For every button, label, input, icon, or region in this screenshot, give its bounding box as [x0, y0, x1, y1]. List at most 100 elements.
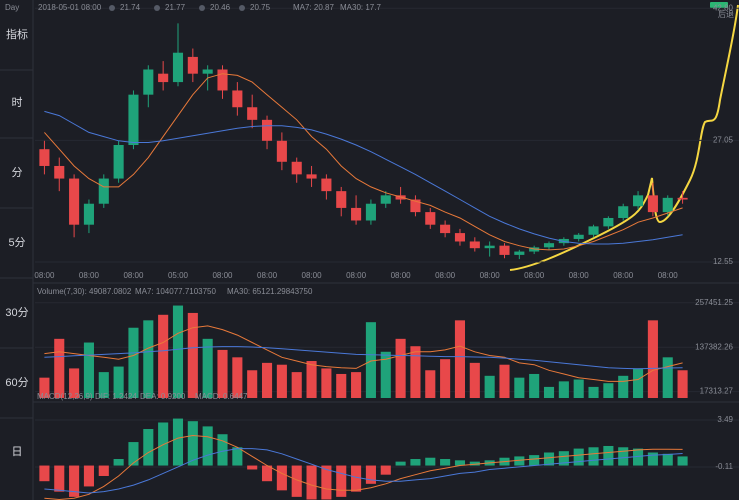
macd-bar	[454, 460, 466, 466]
macd-bar	[54, 465, 65, 492]
candle-body	[306, 174, 317, 179]
macd-bar	[128, 442, 139, 466]
macd-bar	[83, 465, 94, 487]
volume-bar	[172, 305, 184, 398]
header-icon	[154, 5, 160, 11]
candle-body	[603, 217, 614, 227]
macd-bar	[291, 465, 302, 497]
macd-bar	[603, 445, 614, 466]
candle-body	[128, 94, 139, 145]
macd-bar	[469, 461, 480, 466]
ma-line	[44, 346, 683, 370]
candle-body	[662, 197, 673, 213]
volume-bar	[395, 338, 406, 398]
y-tick-label: 12.55	[713, 257, 734, 266]
volume-bar	[647, 320, 658, 398]
macd-bar	[172, 418, 184, 466]
candle-body	[291, 161, 302, 175]
candle-body	[647, 195, 658, 213]
volume-bar	[232, 357, 243, 398]
candle-body	[469, 241, 480, 249]
candle-body	[39, 149, 50, 166]
x-tick-label: 08:00	[391, 271, 412, 280]
macd-bar	[440, 459, 451, 466]
sidebar-item[interactable]: 5分	[8, 236, 25, 249]
legend-entry: DEA: 0.9200	[140, 392, 186, 401]
candle-body	[69, 178, 80, 225]
volume-bar	[633, 368, 644, 398]
volume-bar	[336, 373, 347, 398]
macd-bar	[662, 453, 673, 466]
macd-bar	[647, 452, 658, 466]
x-tick-label: 08:00	[34, 271, 55, 280]
y-tick-label: -0.11	[715, 462, 733, 471]
ma-line	[44, 73, 683, 251]
volume-bar	[514, 377, 525, 398]
volume-bar	[261, 362, 273, 398]
legend-entry: MA7: 104077.7103750	[135, 287, 217, 296]
volume-bar	[306, 361, 317, 398]
x-tick-label: 08:00	[123, 271, 144, 280]
macd-bar	[633, 448, 644, 466]
candle-body	[217, 69, 228, 91]
macd-bar	[187, 421, 198, 466]
volume-bar	[618, 375, 629, 398]
sidebar-item[interactable]: 时	[12, 96, 23, 109]
candle-body	[351, 207, 362, 221]
header-info: 21.77	[165, 3, 186, 12]
macd-bar	[529, 455, 540, 466]
macd-bar	[276, 465, 287, 491]
candle-body	[573, 234, 584, 239]
candle-body	[633, 195, 644, 207]
volume-bar	[143, 320, 154, 398]
volume-bar	[425, 370, 436, 398]
macd-bar	[380, 465, 391, 475]
candle-body	[202, 69, 213, 74]
y-tick-label: 17313.27	[700, 387, 734, 396]
candle-body	[158, 73, 169, 83]
header-info: 20.46	[210, 3, 231, 12]
sidebar-item[interactable]: 日	[12, 446, 23, 458]
candle-body	[54, 165, 65, 179]
x-tick-label: 08:00	[302, 271, 323, 280]
x-tick-label: 08:00	[346, 271, 367, 280]
header-info: 20.75	[250, 3, 271, 12]
candle-body	[83, 203, 94, 225]
sidebar-item[interactable]: 分	[12, 166, 23, 179]
volume-bar	[158, 314, 169, 398]
macd-bar	[39, 465, 50, 482]
candle-body	[187, 56, 198, 74]
sidebar-item[interactable]: 指标	[6, 27, 28, 41]
header-icon	[239, 5, 245, 11]
legend-entry: MA7: 20.87	[293, 3, 334, 12]
hand-drawn-annotation	[509, 4, 739, 271]
sidebar-item[interactable]: 30分	[5, 306, 28, 319]
candle-body	[336, 191, 347, 208]
macd-bar	[351, 465, 362, 492]
volume-bar	[558, 381, 569, 398]
x-tick-label: 08:00	[524, 271, 545, 280]
y-tick-label: 137382.26	[695, 342, 733, 351]
volume-bar	[529, 373, 540, 398]
volume-bar	[291, 372, 302, 398]
candle-body	[514, 251, 525, 255]
macd-bar	[247, 465, 258, 470]
volume-bar	[380, 351, 391, 398]
candle-body	[172, 52, 184, 83]
macd-bar	[232, 447, 243, 466]
candle-body	[365, 203, 376, 221]
macd-bar	[143, 429, 154, 466]
header-info: Day	[5, 3, 19, 12]
header-button[interactable]: 后退	[718, 9, 734, 19]
sidebar-item[interactable]: 60分	[5, 376, 28, 389]
candle-body	[454, 233, 466, 242]
status-icon	[710, 2, 728, 8]
x-tick-label: 08:00	[212, 271, 233, 280]
panel-title: Volume(7,30): 49087.0802	[37, 287, 132, 296]
legend-entry: MACD: 0.6447	[195, 392, 248, 401]
y-tick-label: 42.80	[713, 3, 734, 12]
candle-body	[143, 69, 154, 95]
volume-bar	[484, 375, 495, 398]
